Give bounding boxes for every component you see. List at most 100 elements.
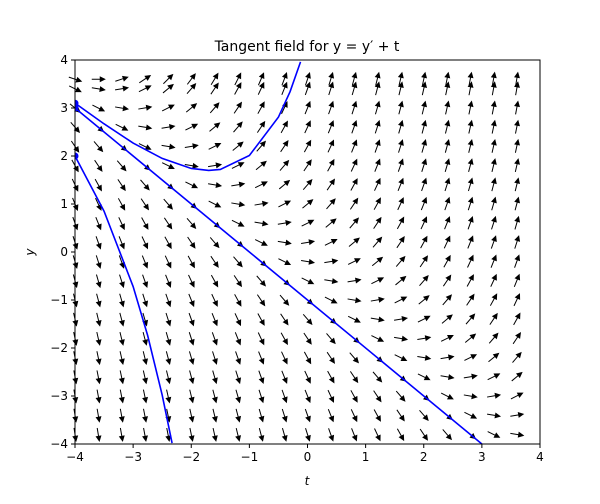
field-arrow bbox=[397, 81, 404, 96]
field-arrow bbox=[396, 216, 405, 230]
field-arrow bbox=[231, 181, 246, 188]
field-arrow bbox=[420, 235, 428, 249]
field-arrow bbox=[467, 177, 474, 192]
field-arrow bbox=[444, 196, 451, 211]
x-tick-label: 3 bbox=[478, 450, 486, 464]
field-arrow bbox=[95, 312, 102, 327]
field-arrow bbox=[304, 370, 311, 384]
field-arrow bbox=[347, 277, 362, 284]
field-arrow bbox=[374, 119, 381, 134]
field-arrow bbox=[255, 160, 267, 171]
field-arrow bbox=[95, 293, 102, 308]
field-arrow bbox=[118, 255, 125, 269]
field-arrow bbox=[95, 408, 102, 423]
field-arrow bbox=[444, 119, 451, 134]
field-arrow bbox=[142, 351, 149, 366]
field-arrow bbox=[142, 408, 148, 423]
field-arrow bbox=[118, 370, 125, 385]
field-arrow bbox=[350, 390, 358, 403]
field-arrow bbox=[351, 120, 358, 134]
field-arrow bbox=[351, 100, 358, 115]
field-arrow bbox=[234, 72, 242, 86]
y-axis-label: y bbox=[23, 248, 37, 257]
field-arrow bbox=[188, 408, 195, 423]
field-arrow bbox=[165, 370, 172, 385]
field-arrow bbox=[327, 158, 335, 172]
field-arrow bbox=[350, 178, 358, 191]
field-arrow bbox=[233, 121, 243, 133]
field-arrow bbox=[278, 258, 292, 265]
field-arrow bbox=[278, 200, 292, 208]
field-arrow bbox=[373, 197, 381, 210]
field-arrow bbox=[490, 138, 497, 153]
field-arrow bbox=[421, 81, 428, 96]
field-arrow bbox=[258, 370, 265, 384]
field-arrow bbox=[514, 215, 521, 230]
field-arrow bbox=[395, 275, 407, 286]
field-arrow bbox=[397, 100, 404, 115]
field-arrow bbox=[514, 177, 521, 192]
field-arrow bbox=[511, 371, 523, 382]
field-arrow bbox=[374, 158, 381, 172]
field-arrow bbox=[328, 100, 335, 115]
field-arrow bbox=[210, 72, 219, 86]
y-tick-label: 1 bbox=[60, 197, 68, 211]
field-arrow bbox=[419, 275, 429, 287]
field-arrow bbox=[164, 236, 172, 250]
field-arrow bbox=[491, 196, 497, 211]
field-arrow bbox=[442, 429, 452, 441]
field-arrow bbox=[163, 73, 174, 85]
field-arrow bbox=[443, 235, 451, 249]
field-arrow bbox=[444, 177, 451, 192]
field-arrow bbox=[488, 332, 499, 344]
field-arrow bbox=[350, 409, 358, 423]
field-arrow bbox=[420, 216, 428, 230]
field-arrow bbox=[115, 123, 129, 131]
field-arrow bbox=[301, 258, 316, 265]
field-arrow bbox=[117, 198, 126, 211]
field-arrow bbox=[211, 427, 218, 442]
field-arrow bbox=[254, 239, 268, 246]
field-arrow bbox=[279, 294, 290, 306]
field-arrow bbox=[397, 197, 404, 211]
field-arrow bbox=[165, 293, 172, 308]
field-arrow bbox=[234, 313, 242, 327]
field-arrow bbox=[514, 235, 521, 249]
field-arrow bbox=[258, 427, 265, 442]
field-arrow bbox=[94, 178, 102, 192]
field-arrow bbox=[115, 75, 129, 82]
field-arrow bbox=[257, 81, 265, 95]
field-arrow bbox=[234, 82, 242, 95]
solution-curve bbox=[75, 155, 173, 444]
x-tick-label: 0 bbox=[304, 450, 312, 464]
field-arrow bbox=[374, 81, 381, 96]
field-arrow bbox=[326, 178, 336, 191]
y-tick-label: −3 bbox=[50, 389, 68, 403]
field-arrow bbox=[421, 100, 428, 115]
field-arrow bbox=[95, 216, 102, 231]
field-arrow bbox=[91, 86, 106, 93]
field-arrow bbox=[211, 408, 218, 423]
field-arrow bbox=[211, 312, 218, 327]
field-arrow bbox=[138, 124, 153, 131]
field-arrow bbox=[304, 100, 311, 115]
field-arrow bbox=[467, 196, 474, 211]
field-arrow bbox=[420, 196, 428, 211]
field-arrow bbox=[118, 427, 125, 442]
field-arrow bbox=[210, 274, 219, 288]
field-arrow bbox=[118, 331, 125, 346]
initial-point bbox=[75, 104, 79, 112]
field-arrow bbox=[165, 389, 172, 404]
field-arrow bbox=[257, 101, 265, 114]
field-arrow bbox=[328, 71, 335, 86]
field-arrow bbox=[398, 119, 404, 134]
field-arrow bbox=[281, 389, 288, 404]
field-arrow bbox=[232, 141, 244, 151]
field-arrow bbox=[304, 120, 311, 134]
field-arrow bbox=[372, 236, 383, 248]
field-arrow bbox=[349, 217, 359, 229]
field-arrow bbox=[139, 74, 152, 84]
field-arrow bbox=[442, 294, 452, 306]
field-arrow bbox=[417, 315, 431, 323]
field-arrow bbox=[487, 431, 501, 438]
